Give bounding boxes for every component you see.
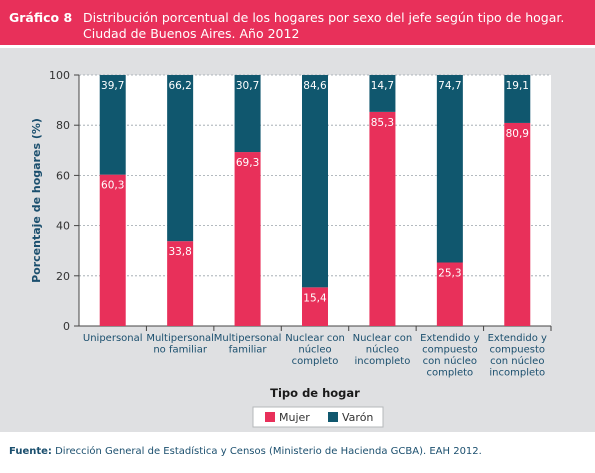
source-note: Fuente: Dirección General de Estadística… bbox=[9, 446, 482, 457]
data-label-mujer: 33,8 bbox=[168, 246, 191, 258]
y-tick-label: 100 bbox=[49, 69, 70, 82]
bar-varon bbox=[167, 75, 194, 242]
bar-varon bbox=[302, 75, 328, 288]
bar-mujer bbox=[302, 287, 328, 326]
bar-varon bbox=[234, 75, 261, 153]
source-label: Fuente: bbox=[9, 446, 52, 457]
legend-label-mujer: Mujer bbox=[279, 411, 310, 424]
y-tick-label: 40 bbox=[56, 220, 70, 233]
x-tick-label: no familiar bbox=[153, 345, 207, 356]
bar-mujer bbox=[369, 111, 396, 326]
x-tick-label: compuesto bbox=[422, 345, 477, 356]
x-tick-label: núcleo bbox=[366, 344, 399, 356]
data-label-mujer: 25,3 bbox=[438, 267, 461, 279]
x-tick-label: completo bbox=[292, 356, 339, 367]
x-tick-label: familiar bbox=[229, 345, 268, 356]
bar-mujer bbox=[504, 122, 531, 326]
x-tick-label: Extendido y bbox=[420, 333, 479, 344]
figure-number: Gráfico 8 bbox=[9, 10, 73, 25]
legend-swatch-varon bbox=[328, 412, 338, 422]
source-text: Dirección General de Estadística y Censo… bbox=[55, 446, 482, 457]
figure-title: Distribución porcentual de los hogares p… bbox=[83, 10, 583, 42]
x-tick-label: Multipersonal bbox=[146, 333, 214, 344]
x-tick-label: Multipersonal bbox=[214, 333, 282, 344]
x-tick-label: incompleto bbox=[489, 368, 545, 379]
x-tick-label: Nuclear con bbox=[353, 333, 413, 344]
data-label-varon: 19,1 bbox=[506, 80, 529, 92]
x-tick-label: con núcleo bbox=[423, 355, 477, 367]
data-label-mujer: 69,3 bbox=[236, 157, 259, 169]
data-label-mujer: 85,3 bbox=[371, 117, 394, 129]
data-label-varon: 14,7 bbox=[371, 80, 394, 92]
bar-varon bbox=[369, 75, 396, 112]
y-tick-label: 0 bbox=[63, 320, 70, 333]
data-label-mujer: 80,9 bbox=[506, 128, 529, 140]
legend-box bbox=[252, 406, 384, 428]
y-tick-label: 20 bbox=[56, 270, 70, 283]
y-tick-label: 80 bbox=[56, 119, 70, 132]
bar-varon bbox=[99, 75, 126, 175]
figure-title-line-2: Ciudad de Buenos Aires. Año 2012 bbox=[83, 26, 300, 41]
x-tick-label: Unipersonal bbox=[83, 333, 143, 344]
x-tick-label: Extendido y bbox=[488, 333, 547, 344]
x-tick-label: núcleo bbox=[298, 344, 331, 356]
legend-label-varon: Varón bbox=[342, 411, 373, 424]
legend-swatch-mujer bbox=[265, 412, 275, 422]
x-tick-label: Nuclear con bbox=[285, 333, 345, 344]
data-label-varon: 84,6 bbox=[303, 80, 327, 92]
x-tick-label: con núcleo bbox=[490, 355, 544, 367]
y-axis-title: Porcentaje de hogares (%) bbox=[30, 118, 43, 283]
y-tick-label: 60 bbox=[56, 169, 70, 182]
x-tick-label: compuesto bbox=[490, 345, 545, 356]
figure-header: Gráfico 8 Distribución porcentual de los… bbox=[0, 0, 595, 45]
stacked-bar-chart: 0 20 40 60 80 100 60,3 39,7 Unipersonal 33,8 66,2 M… bbox=[30, 69, 552, 428]
data-label-varon: 66,2 bbox=[168, 80, 191, 92]
data-label-varon: 74,7 bbox=[438, 80, 461, 92]
data-label-varon: 30,7 bbox=[236, 80, 259, 92]
bar-mujer bbox=[167, 241, 194, 326]
x-tick-label: incompleto bbox=[355, 356, 411, 367]
x-tick-label: completo bbox=[427, 368, 474, 379]
bar-varon bbox=[436, 75, 463, 263]
bar-varon bbox=[504, 75, 531, 123]
bar-mujer bbox=[234, 152, 261, 326]
figure-title-line-1: Distribución porcentual de los hogares p… bbox=[83, 10, 565, 25]
bar-mujer bbox=[99, 174, 126, 326]
chart-panel: 0 20 40 60 80 100 60,3 39,7 Unipersonal 33,8 66,2 M… bbox=[0, 48, 595, 432]
x-axis-title: Tipo de hogar bbox=[270, 386, 360, 400]
data-label-varon: 39,7 bbox=[101, 80, 124, 92]
data-label-mujer: 60,3 bbox=[101, 180, 124, 192]
bar-mujer bbox=[436, 262, 463, 326]
data-label-mujer: 15,4 bbox=[303, 292, 327, 304]
